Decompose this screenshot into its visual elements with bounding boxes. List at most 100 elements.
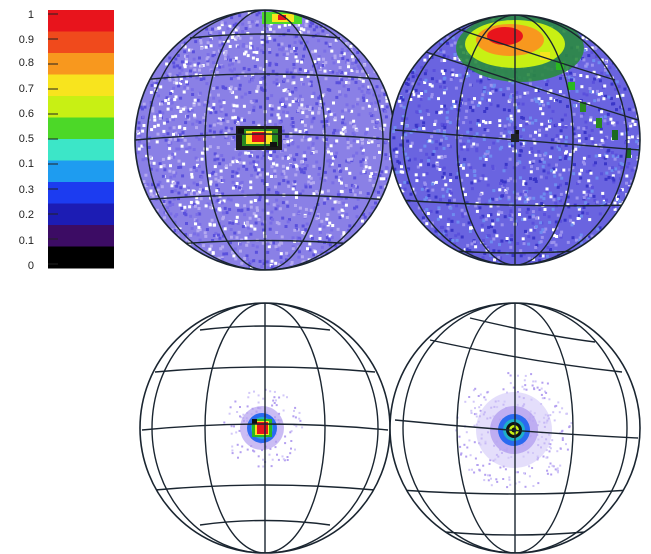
scatter-dot [342,201,346,205]
scatter-dot [442,50,446,54]
scatter-dot [316,213,320,217]
scatter-dot [319,100,323,103]
scatter-dot [297,250,301,254]
scatter-dot [285,97,289,101]
scatter-dot [304,129,308,132]
scatter-dot [597,61,601,65]
scatter-dot [427,97,431,101]
scatter-dot [286,204,290,208]
scatter-dot [317,39,321,43]
scatter-dot [392,148,396,152]
scatter-dot [281,103,284,106]
scatter-dot [258,259,262,263]
scatter-dot [237,60,241,64]
scatter-dot [578,172,582,176]
scatter-dot [508,478,511,481]
scatter-dot [260,179,264,183]
scatter-dot [446,110,449,114]
scatter-dot [511,147,515,151]
scatter-dot [384,170,388,174]
scatter-dot [586,237,590,241]
scatter-dot [559,192,563,196]
scatter-dot [500,223,504,227]
scatter-dot [300,98,304,102]
scatter-dot [324,114,327,118]
colorbar-label-0-6: 0.6 [19,108,34,120]
scatter-dot [173,182,177,185]
scatter-dot [218,200,222,204]
scatter-dot [627,162,631,165]
scatter-dot [464,193,467,197]
scatter-dot [251,56,255,60]
scatter-dot [278,34,282,37]
scatter-dot [215,86,219,90]
scatter-dot [221,158,225,162]
scatter-dot [468,83,472,87]
scatter-dot [532,196,536,200]
scatter-dot [380,104,384,108]
scatter-dot [255,23,259,27]
scatter-dot [283,459,286,462]
scatter-dot [173,189,177,193]
scatter-dot [266,96,270,100]
scatter-dot [192,202,196,206]
scatter-dot [548,398,551,401]
scatter-dot [619,161,623,165]
scatter-dot [305,115,309,119]
scatter-dot [534,153,538,157]
scatter-dot [538,259,542,263]
scatter-dot [191,122,195,126]
scatter-dot [545,449,548,452]
scatter-dot [441,194,445,198]
scatter-dot [282,170,286,173]
scatter-dot [165,118,169,121]
scatter-dot [521,144,525,147]
colorbar-label-0-1-upper: 0.1 [19,158,34,170]
scatter-dot [529,177,532,181]
scatter-dot [362,170,366,174]
scatter-dot [172,170,176,174]
scatter-dot [236,116,240,120]
scatter-dot [532,380,535,383]
scatter-dot [566,104,569,108]
scatter-dot [367,91,371,95]
scatter-dot [235,73,239,77]
scatter-dot [600,138,604,142]
scatter-dot [273,38,277,42]
scatter-dot [565,190,569,194]
scatter-dot [609,96,613,100]
scatter-dot [562,94,566,98]
scatter-dot [532,159,536,163]
scatter-dot [336,227,340,231]
scatter-dot [234,257,238,261]
scatter-dot [332,169,336,173]
scatter-dot [442,72,446,75]
scatter-dot [400,165,403,169]
scatter-dot [389,157,392,161]
scatter-dot [536,167,539,171]
colorbar-band [48,225,114,247]
scatter-dot [538,208,542,211]
scatter-dot [554,224,558,228]
scatter-dot [489,102,493,106]
scatter-dot [325,138,328,141]
scatter-dot [259,49,263,53]
scatter-dot [235,215,239,219]
scatter-dot [558,156,562,160]
scatter-dot [233,231,237,235]
scatter-dot [231,156,235,160]
scatter-dot [423,81,427,84]
scatter-dot [291,121,295,124]
scatter-dot [449,191,453,195]
scatter-dot [190,109,194,113]
scatter-dot [473,174,477,177]
scatter-dot [168,136,172,140]
scatter-dot [567,75,571,79]
scatter-dot [195,76,199,80]
scatter-dot [213,208,217,212]
scatter-dot [287,29,291,32]
scatter-dot [161,100,165,104]
scatter-dot [259,80,263,84]
scatter-dot [348,224,352,228]
scatter-dot [625,174,629,178]
